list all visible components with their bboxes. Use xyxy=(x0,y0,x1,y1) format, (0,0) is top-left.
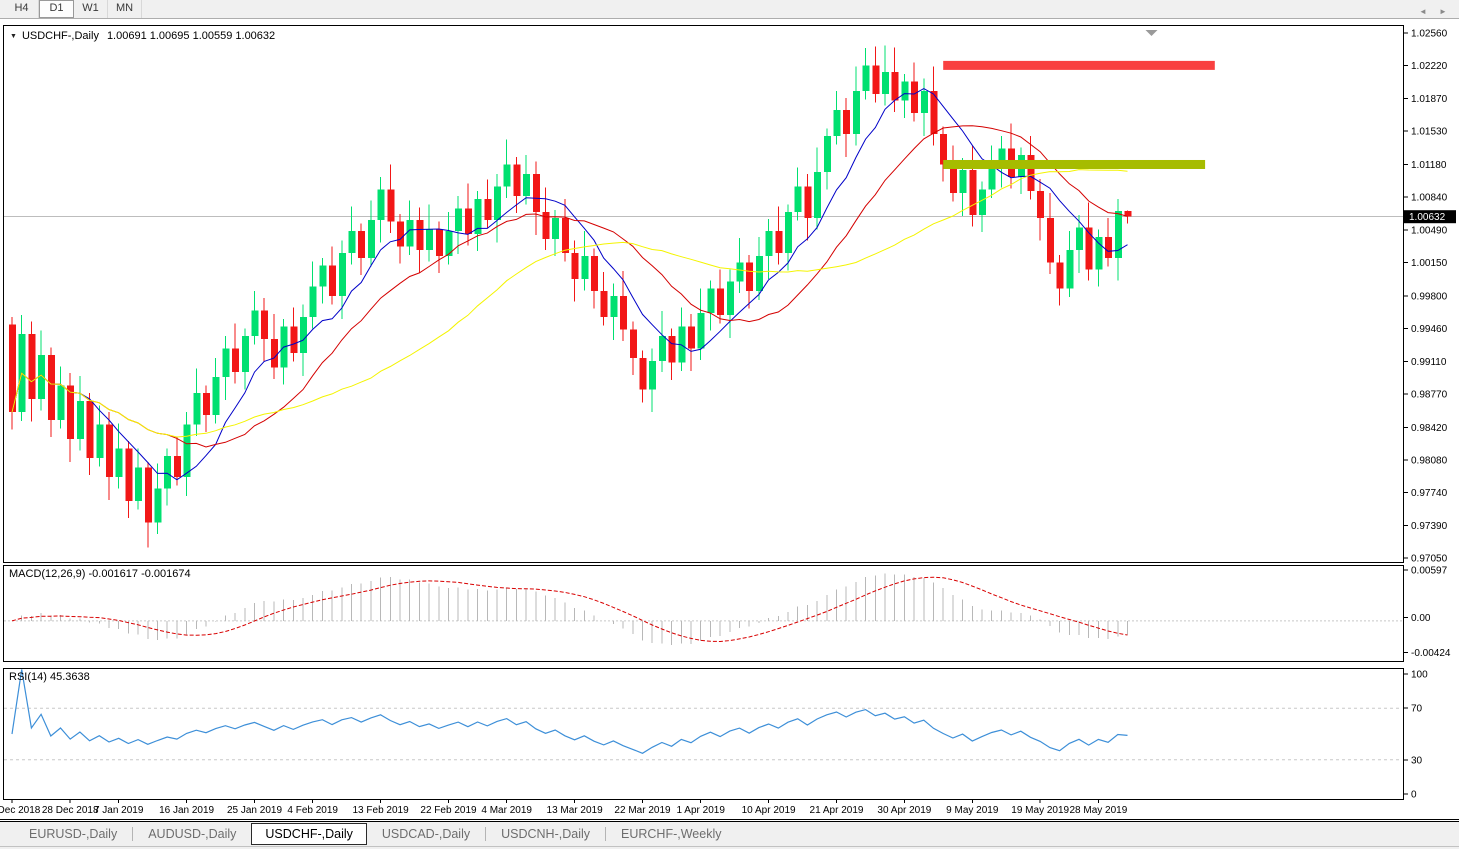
support-level-line[interactable] xyxy=(943,159,1206,169)
main-pane[interactable] xyxy=(3,25,1404,563)
window-bottom-edge xyxy=(0,846,1459,849)
tab-scroll-left-icon[interactable]: ◄ xyxy=(1419,7,1427,16)
svg-text:0.00: 0.00 xyxy=(1411,613,1431,624)
macd-axis[interactable]: 0.00597 0.00 -0.00424 xyxy=(1404,566,1451,659)
tab-separator xyxy=(485,827,487,841)
svg-text:1.00840: 1.00840 xyxy=(1411,192,1448,203)
resistance-level-line[interactable] xyxy=(943,60,1215,70)
svg-text:0.99110: 0.99110 xyxy=(1411,357,1447,368)
svg-text:4 Feb 2019: 4 Feb 2019 xyxy=(287,805,338,816)
chart-shift-marker-icon xyxy=(1145,30,1158,36)
tab-usdcad-daily[interactable]: USDCAD-,Daily xyxy=(381,827,471,841)
svg-text:1.00150: 1.00150 xyxy=(1411,258,1448,269)
svg-text:70: 70 xyxy=(1411,704,1423,715)
svg-text:19 Dec 2018: 19 Dec 2018 xyxy=(0,805,41,816)
svg-text:22 Mar 2019: 22 Mar 2019 xyxy=(614,805,671,816)
svg-text:0.97050: 0.97050 xyxy=(1411,554,1448,565)
svg-text:1.01180: 1.01180 xyxy=(1411,160,1447,171)
tab-audusd-daily[interactable]: AUDUSD-,Daily xyxy=(148,827,237,841)
svg-text:0: 0 xyxy=(1411,790,1417,801)
rsi-line xyxy=(11,669,1128,754)
chart-menu-icon[interactable]: ▼ xyxy=(10,33,17,40)
svg-text:1 Apr 2019: 1 Apr 2019 xyxy=(677,805,726,816)
svg-text:0.99800: 0.99800 xyxy=(1411,291,1448,302)
chart-title: ▼ USDCHF-,Daily 1.00691 1.00695 1.00559 1.… xyxy=(10,30,275,42)
timeframe-button-h4[interactable]: H4 xyxy=(5,0,39,18)
svg-text:0.97390: 0.97390 xyxy=(1411,521,1448,532)
ma-fast-line xyxy=(11,88,1128,481)
svg-text:16 Jan 2019: 16 Jan 2019 xyxy=(159,805,214,816)
svg-text:0.00597: 0.00597 xyxy=(1411,566,1448,577)
svg-text:10 Apr 2019: 10 Apr 2019 xyxy=(742,805,796,816)
svg-text:21 Apr 2019: 21 Apr 2019 xyxy=(810,805,864,816)
svg-text:19 May 2019: 19 May 2019 xyxy=(1011,805,1069,816)
rsi-value: 45.3638 xyxy=(49,671,90,683)
svg-text:1.01530: 1.01530 xyxy=(1411,127,1448,138)
macd-values: -0.001617 -0.001674 xyxy=(88,568,191,580)
tab-eurusd-daily[interactable]: EURUSD-,Daily xyxy=(29,827,118,841)
svg-text:28 May 2019: 28 May 2019 xyxy=(1069,805,1127,816)
ma-mid-line xyxy=(11,125,1128,448)
symbol-tab-bar: EURUSD-,Daily AUDUSD-,Daily USDCHF-,Daily U… xyxy=(0,821,1459,846)
svg-text:4 Mar 2019: 4 Mar 2019 xyxy=(481,805,532,816)
svg-text:1.02220: 1.02220 xyxy=(1411,61,1448,72)
svg-text:-0.00424: -0.00424 xyxy=(1411,648,1451,659)
rsi-pane[interactable] xyxy=(3,668,1404,800)
svg-text:13 Feb 2019: 13 Feb 2019 xyxy=(353,805,410,816)
price-axis[interactable]: 1.02560 1.02220 1.01870 1.01530 1.01180 1.008… xyxy=(1404,29,1456,565)
candles-layer xyxy=(9,45,1132,548)
svg-text:0.98080: 0.98080 xyxy=(1411,455,1448,466)
moving-averages-layer xyxy=(11,88,1128,481)
svg-text:30 Apr 2019: 30 Apr 2019 xyxy=(877,805,931,816)
rsi-axis[interactable]: 100 70 30 0 xyxy=(1404,670,1428,801)
chart-symbol-label: USDCHF-,Daily xyxy=(21,30,99,42)
svg-text:1.00490: 1.00490 xyxy=(1411,226,1448,237)
svg-text:1.01870: 1.01870 xyxy=(1411,94,1448,105)
svg-text:7 Jan 2019: 7 Jan 2019 xyxy=(94,805,144,816)
svg-text:100: 100 xyxy=(1411,670,1428,681)
chart-quote-values: 1.00691 1.00695 1.00559 1.00632 xyxy=(106,30,276,42)
svg-text:9 May 2019: 9 May 2019 xyxy=(946,805,999,816)
rsi-name: RSI(14) xyxy=(9,671,47,683)
current-price-tag xyxy=(1404,210,1456,224)
svg-text:28 Dec 2018: 28 Dec 2018 xyxy=(42,805,99,816)
tab-separator xyxy=(605,827,607,841)
svg-text:0.97740: 0.97740 xyxy=(1411,488,1448,499)
macd-indicator-label: MACD(12,26,9) -0.001617 -0.001674 xyxy=(9,568,191,580)
tab-scroll-right-icon[interactable]: ► xyxy=(1439,7,1447,16)
tab-usdcnh-daily[interactable]: USDCNH-,Daily xyxy=(501,827,591,841)
macd-signal-line xyxy=(11,576,1128,643)
svg-text:0.99460: 0.99460 xyxy=(1411,324,1448,335)
macd-histogram xyxy=(21,573,1128,646)
timeframe-button-mn[interactable]: MN xyxy=(108,0,142,18)
svg-text:22 Feb 2019: 22 Feb 2019 xyxy=(420,805,477,816)
macd-name: MACD(12,26,9) xyxy=(9,568,86,580)
svg-text:1.02560: 1.02560 xyxy=(1411,29,1448,40)
tab-usdchf-daily[interactable]: USDCHF-,Daily xyxy=(251,823,367,845)
tab-separator xyxy=(132,827,134,841)
svg-text:13 Mar 2019: 13 Mar 2019 xyxy=(547,805,604,816)
svg-text:25 Jan 2019: 25 Jan 2019 xyxy=(227,805,282,816)
timeframe-button-d1[interactable]: D1 xyxy=(39,0,74,18)
svg-text:1.00632: 1.00632 xyxy=(1409,212,1446,223)
rsi-indicator-label: RSI(14) 45.3638 xyxy=(9,671,90,683)
macd-pane[interactable] xyxy=(3,565,1404,662)
ma-slow-line xyxy=(11,169,1128,438)
tab-eurchf-weekly[interactable]: EURCHF-,Weekly xyxy=(621,827,722,841)
timeframe-button-w1[interactable]: W1 xyxy=(74,0,108,18)
svg-text:0.98770: 0.98770 xyxy=(1411,390,1448,401)
svg-text:0.98420: 0.98420 xyxy=(1411,423,1448,434)
timeframe-toolbar: H4 D1 W1 MN xyxy=(0,0,1459,19)
svg-text:30: 30 xyxy=(1411,755,1423,766)
